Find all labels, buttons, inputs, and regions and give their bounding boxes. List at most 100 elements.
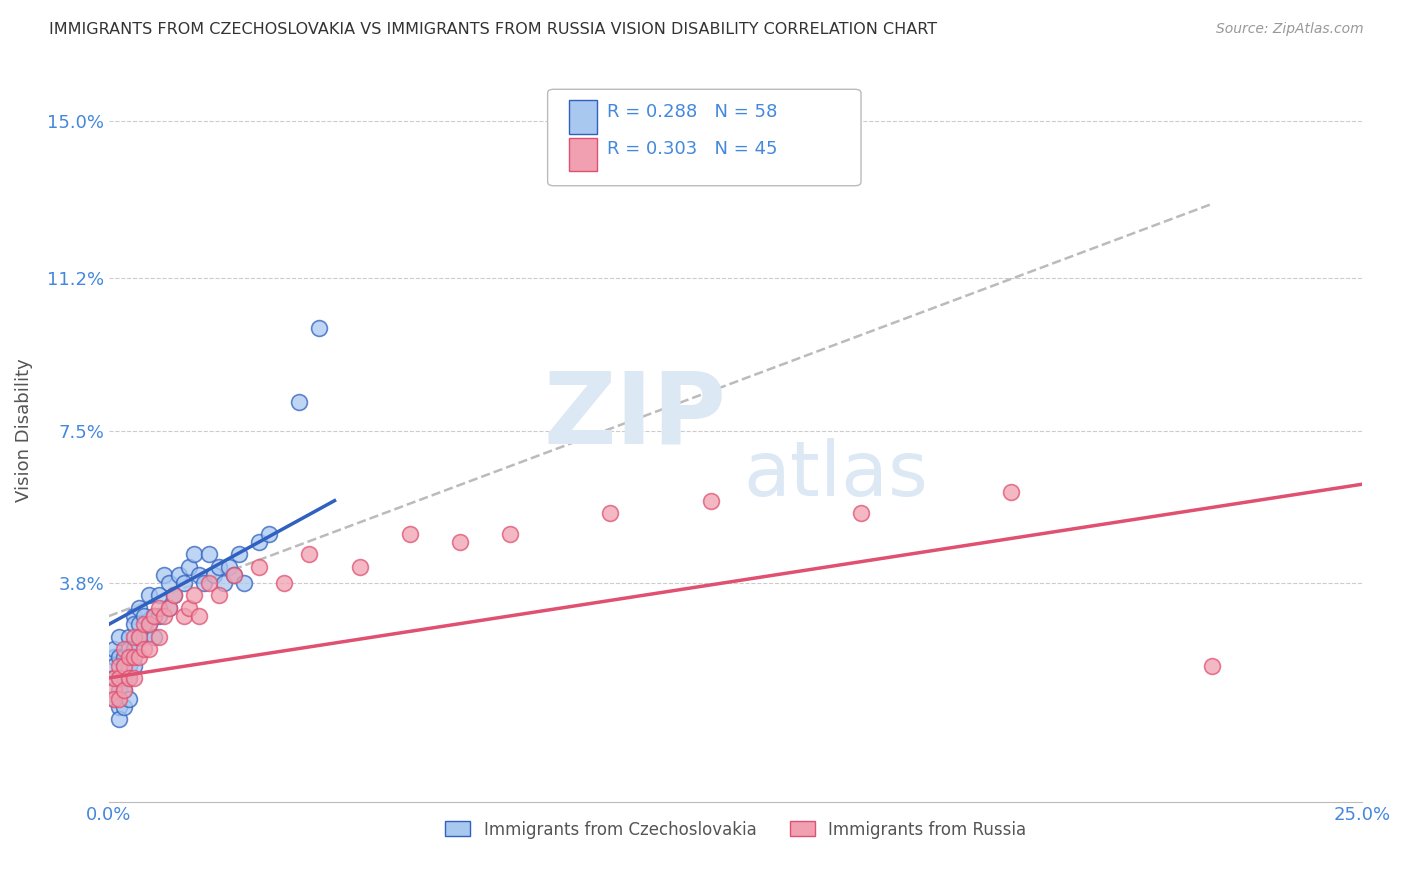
Point <box>112 650 135 665</box>
Point <box>233 576 256 591</box>
Text: atlas: atlas <box>744 438 928 512</box>
Point <box>103 650 125 665</box>
Point <box>198 576 221 591</box>
Point <box>177 559 200 574</box>
Point <box>103 691 125 706</box>
Point <box>138 617 160 632</box>
Point <box>849 506 872 520</box>
Point <box>112 658 135 673</box>
Point <box>198 547 221 561</box>
Y-axis label: Vision Disability: Vision Disability <box>15 359 32 502</box>
Point <box>177 600 200 615</box>
Point <box>128 630 150 644</box>
Text: IMMIGRANTS FROM CZECHOSLOVAKIA VS IMMIGRANTS FROM RUSSIA VISION DISABILITY CORRE: IMMIGRANTS FROM CZECHOSLOVAKIA VS IMMIGR… <box>49 22 938 37</box>
Point <box>112 683 135 698</box>
Point <box>118 671 141 685</box>
Point <box>173 609 195 624</box>
Point <box>699 493 721 508</box>
Bar <box>569 101 596 134</box>
Point <box>148 600 170 615</box>
Point <box>108 671 131 685</box>
Point <box>132 617 155 632</box>
Point <box>163 589 186 603</box>
Point <box>108 658 131 673</box>
Point <box>103 642 125 657</box>
Point <box>128 600 150 615</box>
Point <box>122 671 145 685</box>
Point <box>108 712 131 726</box>
Point <box>599 506 621 520</box>
Point <box>298 547 321 561</box>
Point <box>173 576 195 591</box>
Point <box>103 671 125 685</box>
Point <box>132 642 155 657</box>
Point <box>103 691 125 706</box>
Point <box>212 576 235 591</box>
Point <box>138 617 160 632</box>
Point <box>118 658 141 673</box>
Point <box>157 600 180 615</box>
Point <box>108 650 131 665</box>
Point <box>1000 485 1022 500</box>
Point <box>112 658 135 673</box>
Point <box>157 576 180 591</box>
Point <box>138 589 160 603</box>
Point <box>122 642 145 657</box>
Point <box>122 630 145 644</box>
Point <box>143 609 166 624</box>
Point <box>128 630 150 644</box>
Point <box>449 534 471 549</box>
Point <box>118 691 141 706</box>
Point <box>157 600 180 615</box>
Point <box>398 526 420 541</box>
Point <box>188 609 211 624</box>
Point <box>132 609 155 624</box>
Point <box>259 526 281 541</box>
Point <box>122 658 145 673</box>
Text: R = 0.288   N = 58: R = 0.288 N = 58 <box>606 103 778 120</box>
Point <box>273 576 295 591</box>
Text: R = 0.303   N = 45: R = 0.303 N = 45 <box>606 140 778 158</box>
Point <box>247 559 270 574</box>
Point <box>118 650 141 665</box>
Point <box>153 609 176 624</box>
Point <box>112 671 135 685</box>
Point <box>143 630 166 644</box>
Point <box>202 567 225 582</box>
Point <box>183 589 205 603</box>
Point <box>308 320 330 334</box>
Point <box>218 559 240 574</box>
Point <box>349 559 371 574</box>
Point <box>224 567 246 582</box>
Point <box>108 683 131 698</box>
Point <box>108 691 131 706</box>
Point <box>153 567 176 582</box>
Point <box>148 630 170 644</box>
Point <box>122 650 145 665</box>
Point <box>208 559 231 574</box>
Point <box>143 609 166 624</box>
Point <box>103 671 125 685</box>
Point <box>1201 658 1223 673</box>
Legend: Immigrants from Czechoslovakia, Immigrants from Russia: Immigrants from Czechoslovakia, Immigran… <box>439 814 1033 846</box>
Point <box>183 547 205 561</box>
Point <box>188 567 211 582</box>
Point <box>208 589 231 603</box>
Text: Source: ZipAtlas.com: Source: ZipAtlas.com <box>1216 22 1364 37</box>
Point <box>138 642 160 657</box>
Point <box>112 699 135 714</box>
Point <box>122 609 145 624</box>
Point <box>112 683 135 698</box>
Point <box>499 526 522 541</box>
Point <box>128 650 150 665</box>
Point <box>112 642 135 657</box>
Point <box>193 576 215 591</box>
Point <box>118 642 141 657</box>
Point <box>103 658 125 673</box>
Point <box>118 630 141 644</box>
FancyBboxPatch shape <box>547 89 860 186</box>
Point <box>103 683 125 698</box>
Point <box>228 547 250 561</box>
Point <box>247 534 270 549</box>
Bar <box>569 137 596 171</box>
